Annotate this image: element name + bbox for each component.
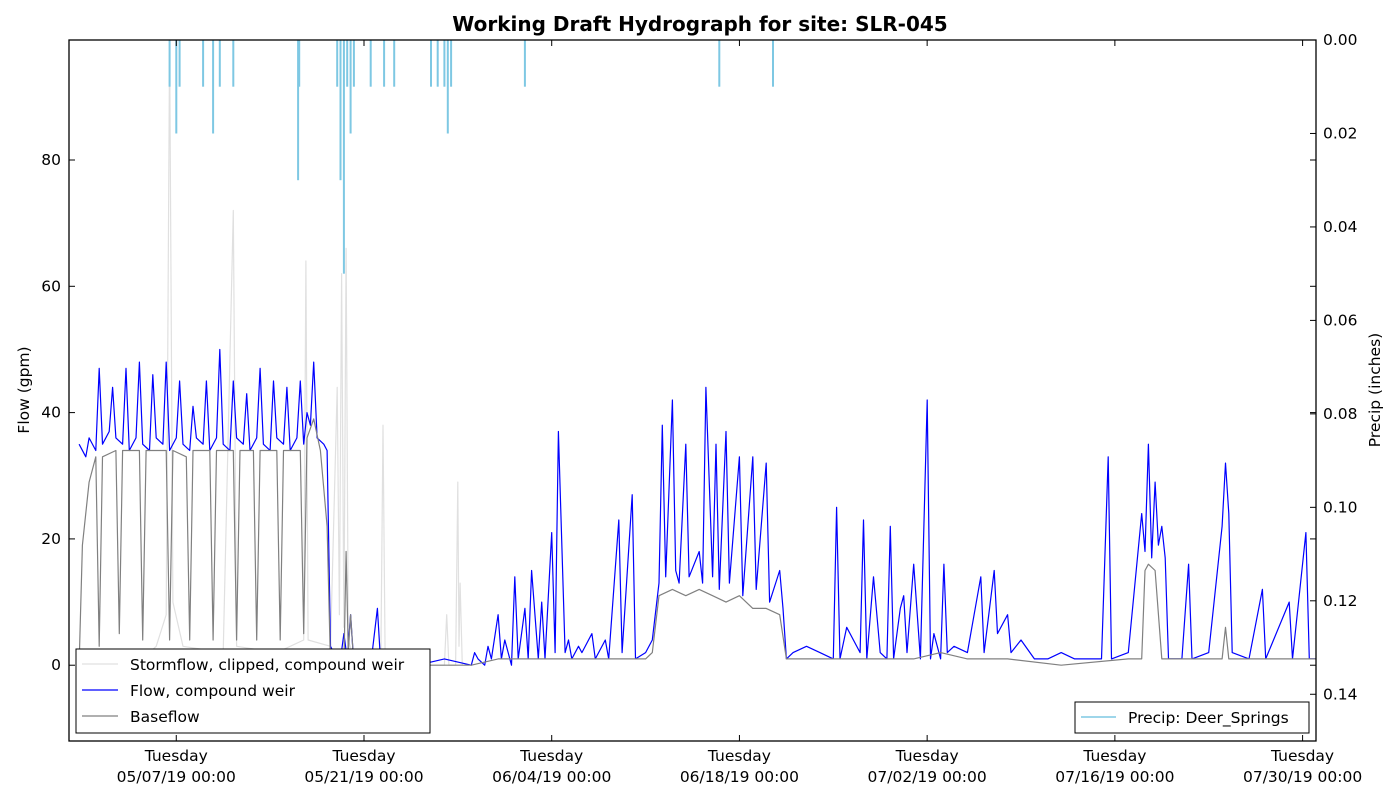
y-left-tick-label: 80 bbox=[41, 151, 61, 169]
legend-left: Stormflow, clipped, compound weir Flow, … bbox=[75, 648, 431, 734]
precip-bar bbox=[178, 40, 181, 87]
x-tick-label-date: 07/16/19 00:00 bbox=[1055, 768, 1174, 786]
x-tick-label-day: Tuesday bbox=[895, 747, 959, 765]
precip-bar bbox=[297, 40, 300, 181]
precip-bar bbox=[352, 40, 355, 87]
precip-bar bbox=[450, 40, 453, 87]
precip-bar bbox=[218, 40, 221, 87]
y-right-tick-label: 0.08 bbox=[1323, 405, 1358, 423]
precip-bar bbox=[339, 40, 342, 181]
precip-bar bbox=[202, 40, 205, 87]
x-tick-label-date: 06/04/19 00:00 bbox=[492, 768, 611, 786]
y-right-tick-label: 0.04 bbox=[1323, 218, 1358, 236]
x-tick-label-day: Tuesday bbox=[1082, 747, 1146, 765]
legend-right: Precip: Deer_Springs bbox=[1074, 701, 1310, 734]
precip-bar bbox=[336, 40, 339, 87]
plot-content bbox=[78, 39, 1316, 666]
precip-bars bbox=[168, 40, 774, 274]
y-right-tick-label: 0.02 bbox=[1323, 124, 1358, 142]
series-line-baseflow bbox=[78, 418, 1316, 666]
x-axis: Tuesday 05/07/19 00:00 Tuesday 05/21/19 00:… bbox=[117, 40, 1362, 786]
precip-bar bbox=[383, 40, 386, 87]
x-tick-label-date: 06/18/19 00:00 bbox=[680, 768, 799, 786]
precip-bar bbox=[346, 40, 349, 87]
y-right-tick-label: 0.10 bbox=[1323, 498, 1358, 516]
x-tick-label-day: Tuesday bbox=[519, 747, 583, 765]
x-tick-label-day: Tuesday bbox=[1270, 747, 1334, 765]
legend-left-box bbox=[75, 648, 431, 734]
x-tick-label-day: Tuesday bbox=[331, 747, 395, 765]
legend-stormflow-label: Stormflow, clipped, compound weir bbox=[130, 656, 405, 674]
y-right-tick-label: 0.12 bbox=[1323, 592, 1358, 610]
precip-bar bbox=[168, 40, 171, 87]
left-axis: 0 20 40 60 80 bbox=[41, 151, 1316, 674]
precip-bar bbox=[212, 40, 215, 134]
x-tick-label-date: 07/30/19 00:00 bbox=[1243, 768, 1362, 786]
chart-title: Working Draft Hydrograph for site: SLR-0… bbox=[452, 12, 947, 36]
precip-bar bbox=[349, 40, 352, 134]
y-right-tick-label: 0.00 bbox=[1323, 31, 1358, 49]
y-left-tick-label: 60 bbox=[41, 277, 61, 295]
series-line-stormflow bbox=[129, 39, 463, 666]
precip-bar bbox=[232, 40, 235, 87]
x-tick-label-day: Tuesday bbox=[707, 747, 771, 765]
y-left-tick-label: 20 bbox=[41, 530, 61, 548]
legend-precip-label: Precip: Deer_Springs bbox=[1128, 709, 1289, 728]
precip-bar bbox=[298, 40, 301, 87]
precip-bar bbox=[342, 40, 345, 274]
precip-bar bbox=[443, 40, 446, 87]
plot-frame bbox=[68, 39, 1317, 742]
y-right-tick-label: 0.06 bbox=[1323, 311, 1358, 329]
precip-bar bbox=[718, 40, 721, 87]
precip-bar bbox=[523, 40, 526, 87]
precip-bar bbox=[446, 40, 449, 134]
x-tick-label-date: 07/02/19 00:00 bbox=[868, 768, 987, 786]
precip-bar bbox=[175, 40, 178, 134]
right-axis: 0.00 0.02 0.04 0.06 0.08 0.10 0.12 0.14 bbox=[1310, 31, 1358, 703]
x-tick-label-day: Tuesday bbox=[144, 747, 208, 765]
x-tick-label-date: 05/07/19 00:00 bbox=[117, 768, 236, 786]
y-axis-right-label: Precip (inches) bbox=[1366, 333, 1384, 447]
legend-flow-label: Flow, compound weir bbox=[130, 682, 296, 700]
precip-bar bbox=[436, 40, 439, 87]
y-left-tick-label: 0 bbox=[51, 656, 61, 674]
precip-bar bbox=[369, 40, 372, 87]
y-right-tick-label: 0.14 bbox=[1323, 685, 1358, 703]
precip-bar bbox=[430, 40, 432, 87]
precip-bar bbox=[393, 40, 396, 87]
y-left-tick-label: 40 bbox=[41, 404, 61, 422]
precip-bar bbox=[772, 40, 774, 87]
x-tick-label-date: 05/21/19 00:00 bbox=[304, 768, 423, 786]
legend-baseflow-label: Baseflow bbox=[130, 708, 200, 726]
y-axis-left-label: Flow (gpm) bbox=[15, 346, 33, 433]
